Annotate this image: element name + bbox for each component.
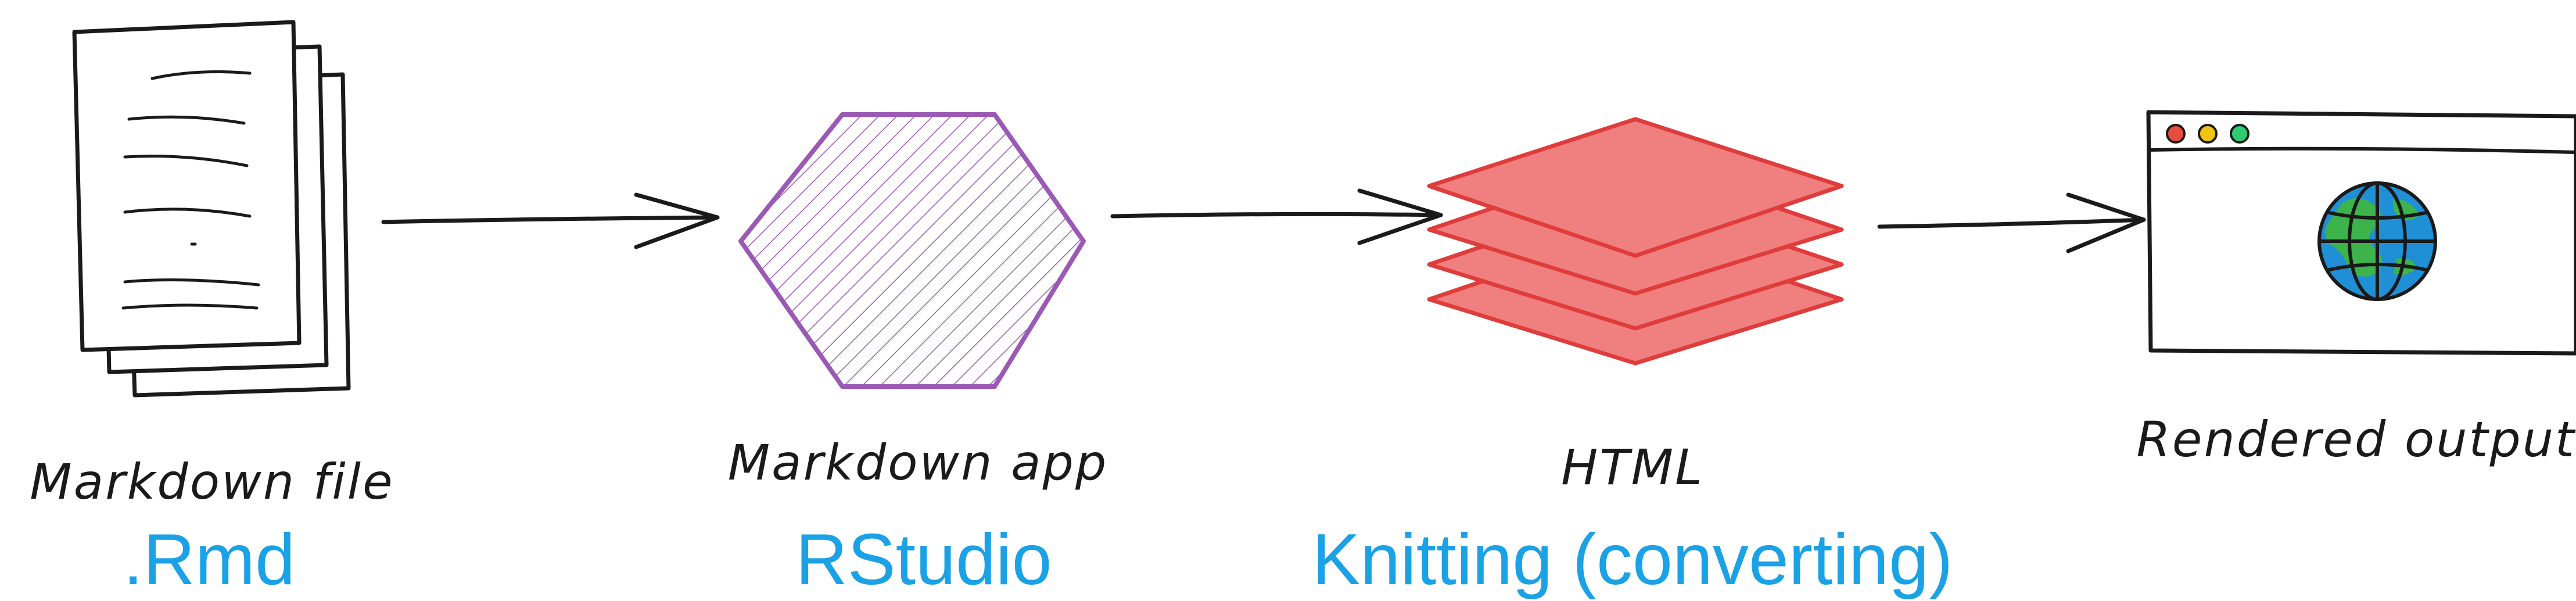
- label-markdown-file: Markdown file: [30, 453, 394, 510]
- window-close-dot: [2166, 124, 2186, 144]
- arrow-1: [381, 192, 720, 249]
- sublabel-rstudio: RStudio: [795, 520, 1052, 600]
- window-minimize-dot: [2198, 124, 2218, 144]
- arrow-3: [1877, 192, 2146, 253]
- window-maximize-dot: [2230, 124, 2249, 144]
- globe-icon: [2317, 181, 2437, 301]
- label-rendered-output: Rendered output: [2136, 411, 2576, 468]
- label-markdown-app: Markdown app: [728, 434, 1108, 491]
- label-html: HTML: [1561, 439, 1704, 496]
- sublabel-rmd: .Rmd: [123, 520, 295, 600]
- document-stack-icon: [72, 20, 351, 398]
- hexagon-icon: [738, 112, 1086, 389]
- arrow-2: [1110, 188, 1443, 245]
- sublabel-knitting: Knitting (converting): [1312, 520, 1953, 600]
- layers-icon: [1427, 117, 1844, 366]
- browser-globe-icon: [2146, 110, 2576, 356]
